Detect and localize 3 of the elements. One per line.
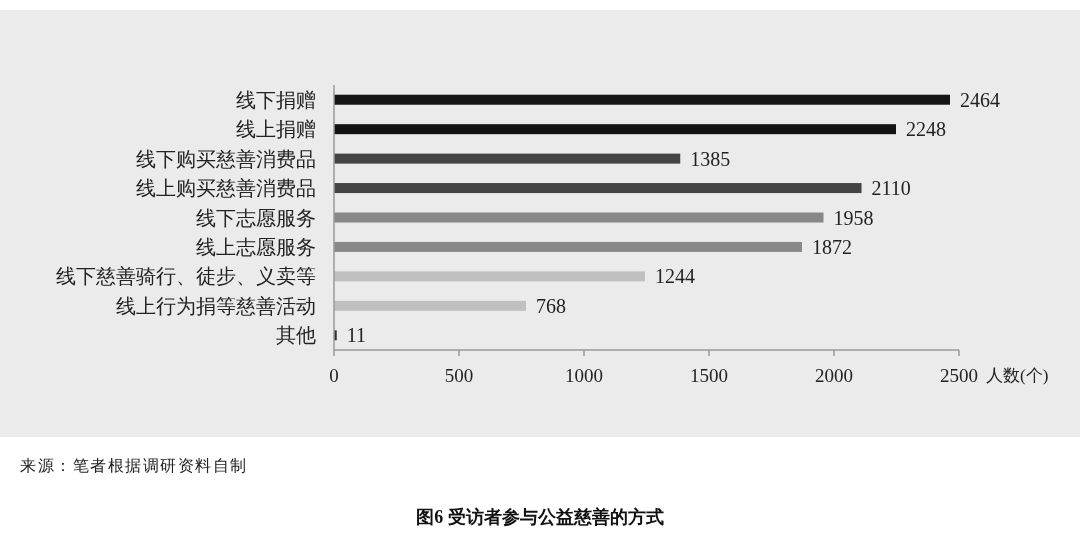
axis-title: 人数(个): [986, 365, 1049, 385]
annotation: 来源：笔者根据调研资料自制: [20, 456, 248, 474]
title: 图6 受访者参与公益慈善的方式: [416, 507, 664, 527]
